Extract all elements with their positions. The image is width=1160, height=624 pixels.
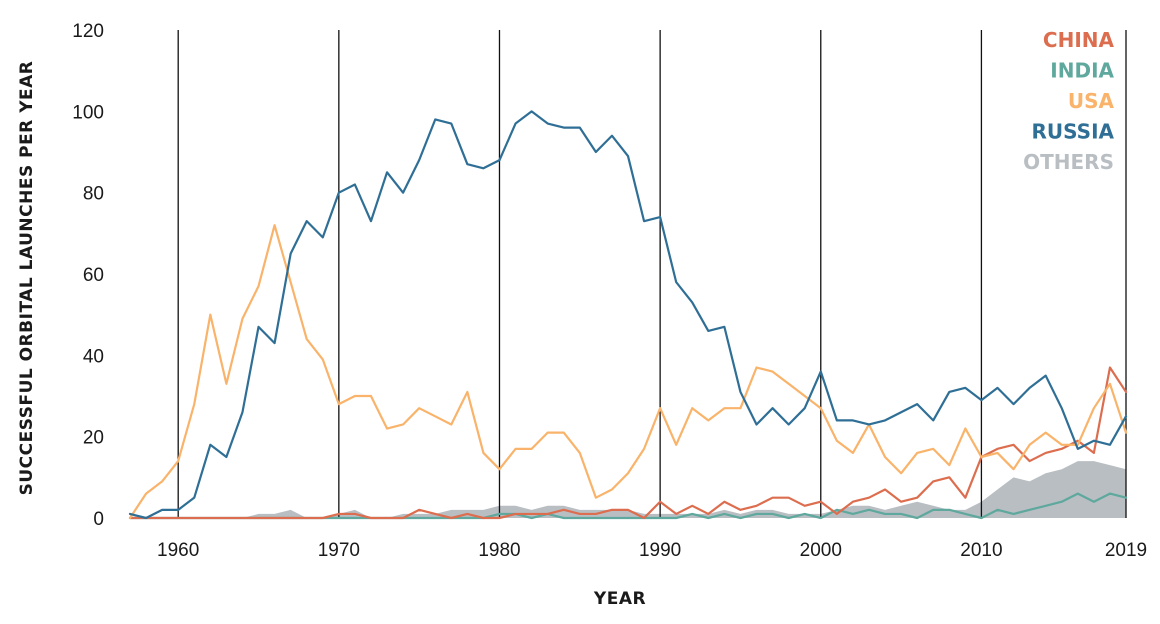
- x-axis-title: YEAR: [593, 589, 646, 609]
- x-tick-label: 2019: [1105, 540, 1147, 561]
- vertical-gridlines: [177, 30, 1127, 518]
- y-axis-title: SUCCESSFUL ORBITAL LAUNCHES PER YEAR: [17, 61, 37, 496]
- legend-item-russia: RUSSIA: [1032, 120, 1115, 144]
- y-tick-label: 20: [83, 428, 104, 449]
- legend-item-others: OTHERS: [1023, 150, 1114, 174]
- y-tick-label: 100: [72, 102, 104, 123]
- legend: CHINA INDIA USA RUSSIA OTHERS: [1023, 28, 1114, 174]
- series-line-russia: [128, 110, 1128, 520]
- legend-item-china: CHINA: [1043, 28, 1115, 52]
- legend-item-usa: USA: [1068, 89, 1115, 113]
- y-tick-label: 40: [83, 346, 104, 367]
- series-line-usa: [128, 224, 1128, 520]
- y-tick-label: 60: [83, 265, 104, 286]
- legend-item-india: INDIA: [1050, 59, 1114, 83]
- x-tick-label: 1980: [478, 540, 520, 561]
- x-tick-label: 1960: [157, 540, 199, 561]
- y-tick-label: 80: [83, 184, 104, 205]
- x-tick-label: 2010: [960, 540, 1002, 561]
- y-tick-label: 0: [93, 509, 104, 530]
- series-area-others: [130, 461, 1126, 518]
- x-tick-label: 2000: [800, 540, 842, 561]
- x-tick-label: 1990: [639, 540, 681, 561]
- series-lines: [128, 110, 1128, 520]
- series-areas: [130, 461, 1126, 518]
- y-tick-labels: 0 20 40 60 80 100 120: [72, 21, 104, 530]
- x-tick-label: 1970: [318, 540, 360, 561]
- series-line-china: [128, 366, 1128, 520]
- y-tick-label: 120: [72, 21, 104, 42]
- x-tick-labels: 1960 1970 1980 1990 2000 2010 2019: [157, 540, 1147, 561]
